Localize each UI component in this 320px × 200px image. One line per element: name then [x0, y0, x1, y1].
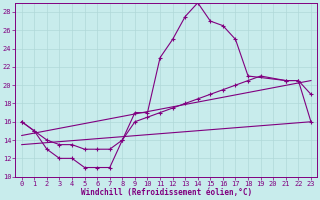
X-axis label: Windchill (Refroidissement éolien,°C): Windchill (Refroidissement éolien,°C): [81, 188, 252, 197]
